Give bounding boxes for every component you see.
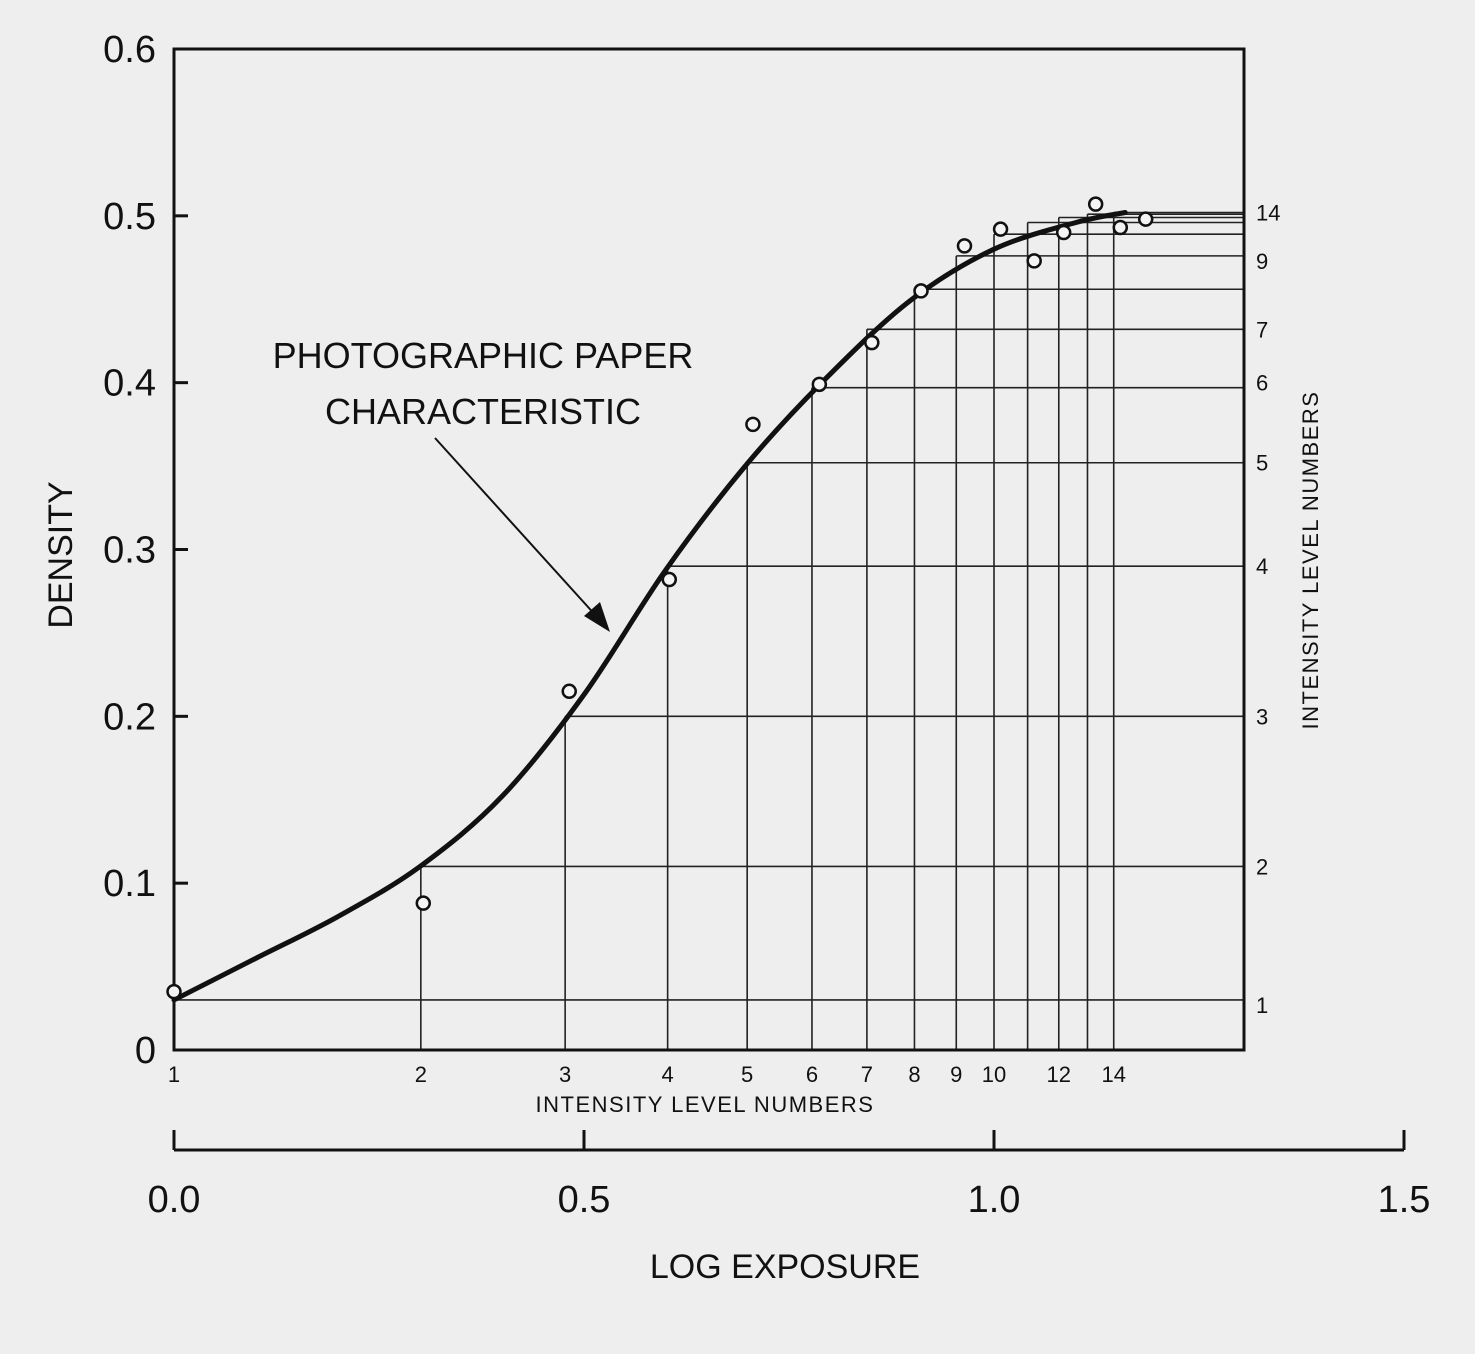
data-point [1087,196,1104,212]
annotation-line-1: PHOTOGRAPHIC PAPER [273,335,694,376]
y-level-tick-label: 3 [1256,704,1268,729]
data-point [415,895,432,911]
y-level-tick-label: 1 [1256,993,1268,1018]
x-level-tick-label: 1 [168,1062,180,1087]
x-level-tick-label: 8 [908,1062,920,1087]
y-level-tick-label: 9 [1256,249,1268,274]
data-point [913,283,929,299]
x-level-tick-label: 6 [806,1062,818,1087]
x-level-tick-label: 2 [415,1062,427,1087]
y-tick-label: 0 [135,1030,156,1072]
x-axis-title: LOG EXPOSURE [650,1248,920,1286]
y-level-tick-label: 7 [1256,317,1268,342]
y-tick-label: 0.2 [103,696,156,738]
x-level-tick-label: 4 [662,1062,674,1087]
y-level-tick-label: 2 [1256,854,1268,879]
grid-lines [173,211,1244,1050]
x-level-tick-label: 9 [950,1062,962,1087]
data-point [661,571,678,588]
data-point [745,416,761,433]
y-level-tick-label: 14 [1256,200,1280,225]
x-level-tick-label: 12 [1047,1062,1071,1087]
x-level-tick-label: 7 [861,1062,873,1087]
data-point [1055,224,1072,241]
y-tick-label: 0.1 [103,863,156,905]
y-tick-label: 0.4 [103,363,156,405]
data-point [1112,219,1129,236]
x-tick-label: 0.0 [148,1179,201,1221]
x-level-tick-label: 5 [741,1062,753,1087]
annotation-arrow [434,437,599,619]
x-level-tick-label: 14 [1101,1062,1125,1087]
data-point [166,983,182,1000]
data-point [864,334,880,351]
series-group [166,196,1154,1003]
y-level-tick-label: 5 [1256,451,1268,476]
x-level-axis-title: INTENSITY LEVEL NUMBERS [536,1092,875,1117]
y-tick-label: 0.6 [103,29,156,71]
y-level-tick-label: 6 [1256,371,1268,396]
data-point [561,683,577,700]
y-axis-title: DENSITY [42,481,80,628]
plot-frame [172,47,1246,1052]
characteristic-curve [171,209,1128,1003]
x-tick-label: 0.5 [558,1179,611,1221]
data-point [1137,211,1154,227]
annotation-arrowhead [584,602,610,632]
y-level-tick-label: 4 [1256,554,1268,579]
y-level-axis-title: INTENSITY LEVEL NUMBERS [1298,391,1323,730]
x-tick-label: 1.5 [1378,1179,1431,1221]
annotation-line-2: CHARACTERISTIC [325,391,641,432]
data-point [1026,253,1042,269]
data-point [956,238,973,254]
y-tick-label: 0.3 [103,530,156,572]
plot-border [172,47,1246,1052]
x-level-tick-label: 10 [982,1062,1006,1087]
y-tick-label: 0.5 [103,196,156,238]
data-point [811,376,828,393]
x-level-tick-label: 3 [559,1062,571,1087]
tick-group: 00.10.20.30.40.50.61 2 3 4 5 6 7 8 9 10 12 14123456… [103,29,1430,1221]
data-point [992,221,1009,237]
x-tick-label: 1.0 [968,1179,1021,1221]
